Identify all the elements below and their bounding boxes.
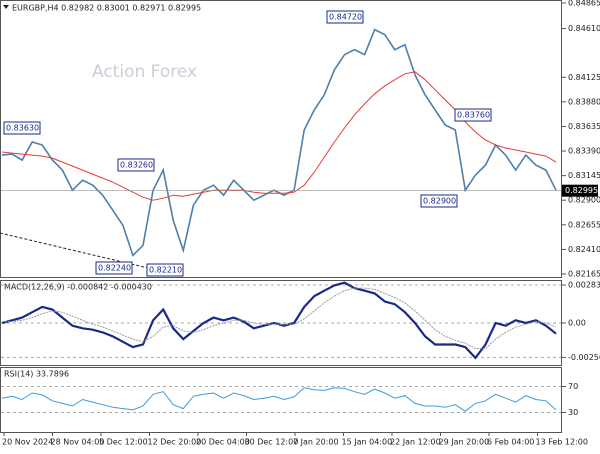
y-tick-label: 0.84865 [568, 0, 600, 8]
x-tick-label: 20 Dec 04:00 [196, 438, 250, 447]
price-panel [0, 0, 562, 278]
price-annotation-box [117, 158, 155, 172]
x-tick-label: 29 Jan 20:00 [439, 438, 490, 447]
watermark: Action Forex [92, 62, 197, 82]
y-tick-label: -0.002563 [568, 353, 600, 362]
macd-title: MACD(12,26,9) -0.000842 -0.000430 [4, 283, 152, 292]
y-tick-label: 0.83880 [568, 97, 600, 106]
y-tick-label: 0.82900 [568, 196, 600, 205]
x-tick-label: 6 Feb 04:00 [487, 438, 534, 447]
price-annotation-box [146, 263, 184, 277]
price-annotation-box [326, 10, 364, 24]
x-tick-label: 15 Jan 04:00 [342, 438, 393, 447]
price-annotation: 0.84720 [329, 13, 362, 22]
rsi-title: RSI(14) 33.7896 [4, 370, 69, 379]
y-tick-label: 0.00 [568, 318, 586, 327]
x-tick-label: 30 Dec 12:00 [245, 438, 299, 447]
y-tick-label: 30 [568, 408, 578, 417]
rsi-panel [0, 367, 562, 433]
y-tick-label: 0.82410 [568, 245, 600, 254]
price-annotation-box [3, 121, 41, 135]
price-annotation: 0.83760 [457, 111, 490, 120]
x-tick-label: 5 Dec 12:00 [99, 438, 148, 447]
price-annotation-box [454, 108, 492, 122]
series-line [2, 287, 557, 349]
price-annotation-box [95, 261, 133, 275]
series-line [1, 387, 557, 412]
symbol-title: EURGBP,H4 0.82982 0.83001 0.82971 0.8299… [12, 4, 201, 13]
last-price-box [562, 184, 598, 197]
y-tick-label: 0.82655 [568, 220, 600, 229]
y-tick-label: 0.83390 [568, 147, 600, 156]
x-tick-label: 22 Jan 12:00 [390, 438, 441, 447]
y-tick-label: 70 [568, 382, 578, 391]
x-tick-label: 7 Jan 20:00 [293, 438, 339, 447]
price-annotation: 0.82240 [98, 264, 131, 273]
y-tick-label: 0.82165 [568, 269, 600, 278]
price-annotation: 0.83260 [120, 161, 153, 170]
last-price-label: 0.82995 [565, 186, 598, 195]
price-annotation: 0.82900 [423, 197, 456, 206]
price-annotation-box [420, 194, 458, 208]
y-tick-label: 0.83635 [568, 122, 600, 131]
y-tick-label: 0.83145 [568, 171, 600, 180]
macd-panel [0, 280, 562, 366]
series-line [1, 28, 557, 257]
price-annotation: 0.82210 [149, 266, 182, 275]
menu-arrow [3, 5, 9, 9]
y-tick-label: 0.84125 [568, 73, 600, 82]
y-tick-label: 0.00283 [568, 280, 600, 289]
price-annotation: 0.83630 [6, 124, 39, 133]
x-tick-label: 20 Nov 2024 [2, 438, 53, 447]
x-tick-label: 28 Nov 04:00 [51, 438, 105, 447]
x-tick-label: 12 Dec 20:00 [148, 438, 202, 447]
y-tick-label: 0.84610 [568, 24, 600, 33]
x-tick-label: 13 Feb 12:00 [536, 438, 588, 447]
